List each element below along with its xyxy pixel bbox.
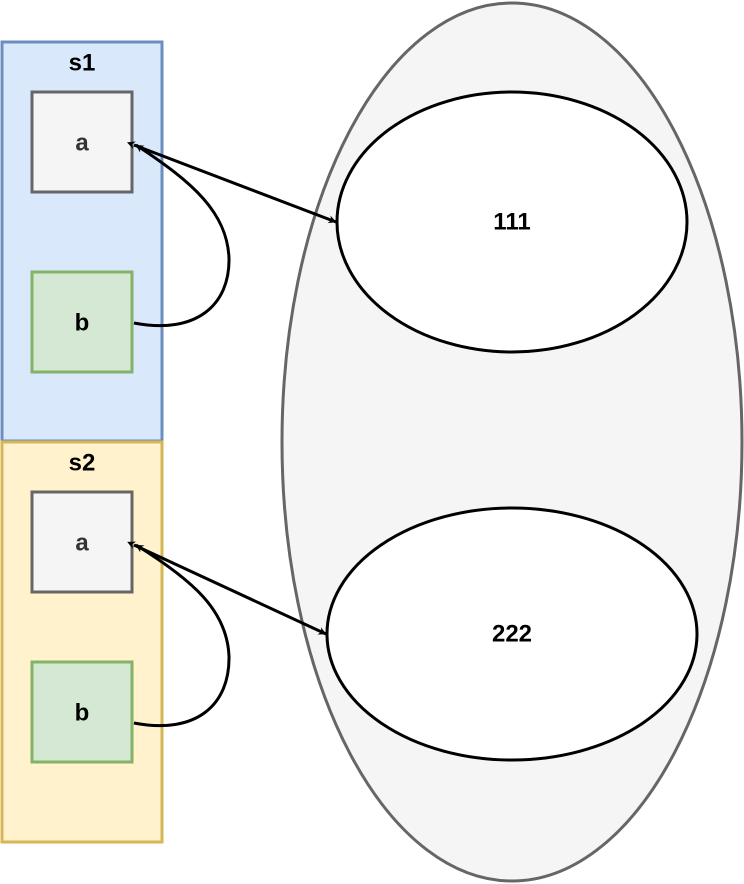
field-a[interactable]: a [30,90,134,194]
arrow-s2-a-to-222 [127,541,327,636]
field-b[interactable]: b [30,660,134,764]
struct-s2[interactable]: s2 a b [0,440,164,844]
field-label: a [75,530,89,557]
field-label: b [75,310,90,337]
arrow-s1-b-to-a [133,143,231,328]
struct-title: s2 [69,450,96,477]
field-a[interactable]: a [30,490,134,594]
value-node-111[interactable]: 111 [335,90,689,354]
field-label: b [75,700,90,727]
field-b[interactable]: b [30,270,134,374]
value-label: 111 [493,209,530,236]
field-label: a [75,130,89,157]
arrow-s2-b-to-a [133,543,231,728]
struct-s1[interactable]: s1 a b [0,40,164,443]
value-label: 222 [492,621,532,648]
value-node-222[interactable]: 222 [325,506,699,762]
struct-title: s1 [69,50,96,77]
arrow-s1-a-to-111 [126,141,337,224]
